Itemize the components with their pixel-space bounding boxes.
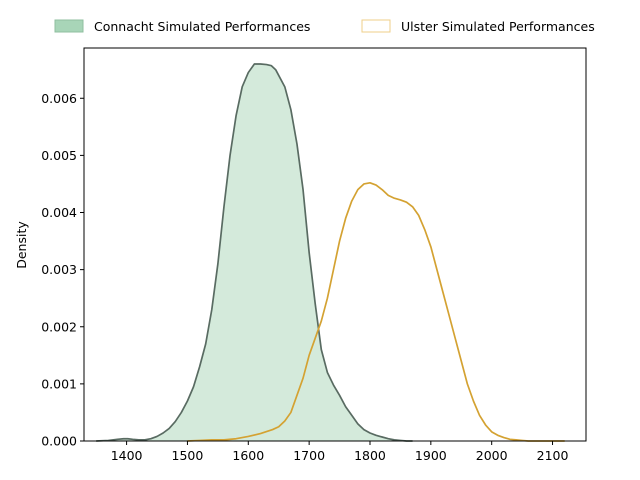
x-tick-label: 1500: [172, 448, 204, 463]
x-tick-label: 1600: [232, 448, 264, 463]
x-tick-label: 1400: [111, 448, 143, 463]
y-axis-label: Density: [14, 221, 29, 269]
density-line-1: [187, 181, 565, 442]
density-area-0: [96, 63, 413, 442]
y-tick-label: 0.000: [41, 434, 77, 449]
axes: 1400 1500 1600 1700 1800 1900 2000 2100 0.000 0.0…: [41, 47, 587, 463]
y-tick-label: 0.006: [41, 91, 77, 106]
x-tick-label: 2000: [476, 448, 508, 463]
legend-swatch-0: [54, 19, 84, 33]
x-tick-label: 1900: [415, 448, 447, 463]
legend-swatch-1: [361, 19, 391, 33]
y-tick-label: 0.003: [41, 262, 77, 277]
y-tick-label: 0.004: [41, 205, 77, 220]
plot-area: [96, 63, 565, 442]
x-tick-label: 1700: [293, 448, 325, 463]
y-tick-label: 0.001: [41, 376, 77, 391]
x-tick-label: 1800: [354, 448, 386, 463]
density-line-0: [96, 63, 413, 442]
legend-label-1: Ulster Simulated Performances: [401, 19, 595, 34]
legend: Connacht Simulated Performances Ulster Si…: [54, 19, 595, 34]
legend-label-0: Connacht Simulated Performances: [94, 19, 310, 34]
y-tick-label: 0.002: [41, 319, 77, 334]
x-tick-label: 2100: [537, 448, 569, 463]
y-tick-label: 0.005: [41, 148, 77, 163]
axes-frame: [83, 47, 587, 442]
